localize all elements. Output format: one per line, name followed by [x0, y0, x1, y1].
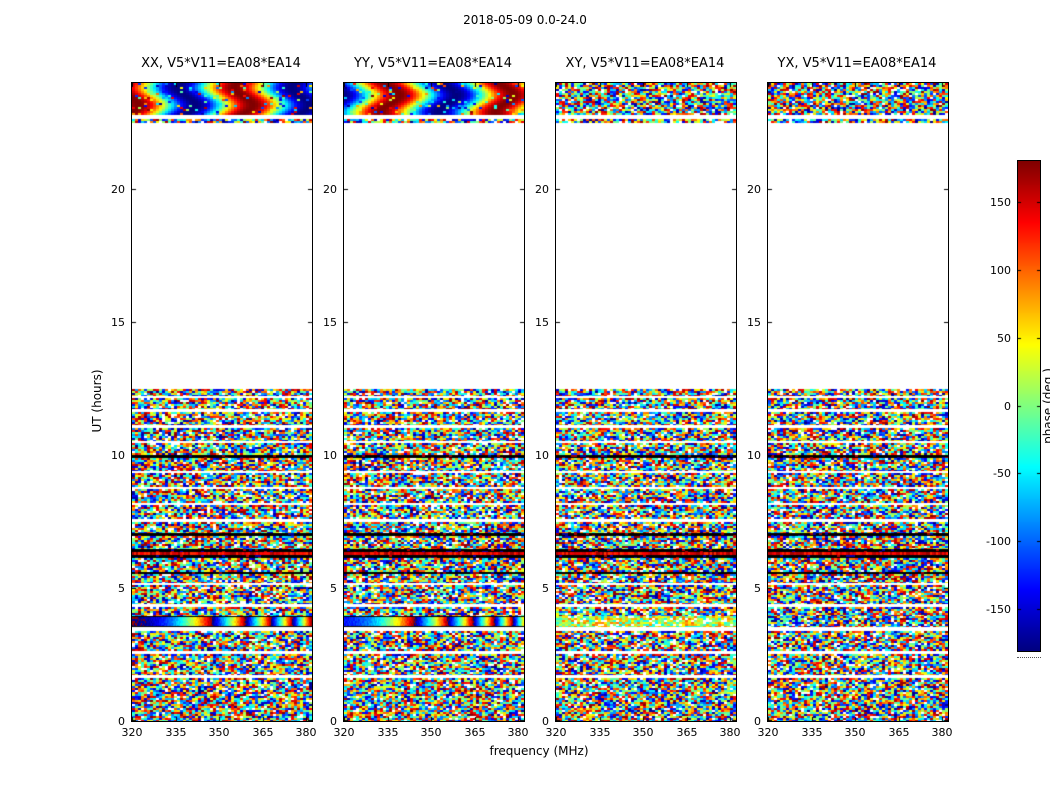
heatmap-canvas-xy: [555, 82, 737, 722]
y-tick-label: 20: [111, 183, 125, 196]
y-tick-label: 5: [118, 582, 125, 595]
x-tick-label: 320: [121, 726, 143, 739]
colorbar-tick-label: -100: [986, 535, 1011, 548]
y-tick-label: 5: [754, 582, 761, 595]
y-tick-label: 0: [542, 715, 549, 728]
y-tick-label: 20: [535, 183, 549, 196]
x-tick-label: 335: [801, 726, 823, 739]
x-tick-label: 365: [252, 726, 274, 739]
x-tick-label: 365: [676, 726, 698, 739]
colorbar-tick-label: 100: [990, 264, 1011, 277]
x-tick-label: 380: [295, 726, 317, 739]
x-tick-label: 380: [719, 726, 741, 739]
y-tick-label: 0: [118, 715, 125, 728]
panel-xx: XX, V5*V11=EA08*EA14 0 5 10 15 20 320 335 350 36…: [111, 56, 317, 739]
y-tick-label: 10: [111, 449, 125, 462]
x-tick-label: 365: [888, 726, 910, 739]
figure-title: 2018-05-09 0.0-24.0: [463, 13, 587, 27]
heatmap-canvas-yx: [767, 82, 949, 722]
x-axis-label: frequency (MHz): [489, 744, 589, 758]
heatmap-canvas-xx: [131, 82, 313, 722]
y-tick-label: 15: [535, 316, 549, 329]
y-tick-label: 15: [111, 316, 125, 329]
colorbar-bottom-dots: [1017, 657, 1041, 658]
panel-xy: XY, V5*V11=EA08*EA14 0 5 10 15 20 320 335 350 36…: [535, 56, 741, 739]
y-tick-label: 5: [542, 582, 549, 595]
x-tick-label: 320: [757, 726, 779, 739]
panel-yy: YY, V5*V11=EA08*EA14 0 5 10 15 20 320 335 350 36…: [323, 56, 529, 739]
x-tick-label: 350: [632, 726, 654, 739]
x-tick-label: 320: [545, 726, 567, 739]
x-tick-label: 350: [208, 726, 230, 739]
y-tick-label: 10: [747, 449, 761, 462]
x-tick-label: 350: [420, 726, 442, 739]
colorbar-tick-label: 150: [990, 196, 1011, 209]
colorbar-tick-label: -150: [986, 603, 1011, 616]
panel-title-yy: YY, V5*V11=EA08*EA14: [354, 56, 512, 71]
x-tick-label: 365: [464, 726, 486, 739]
panel-title-xy: XY, V5*V11=EA08*EA14: [565, 56, 725, 71]
y-tick-label: 5: [330, 582, 337, 595]
panel-title-xx: XX, V5*V11=EA08*EA14: [141, 56, 301, 71]
panel-title-yx: YX, V5*V11=EA08*EA14: [777, 56, 937, 71]
y-tick-label: 0: [330, 715, 337, 728]
y-tick-label: 20: [323, 183, 337, 196]
x-tick-label: 335: [377, 726, 399, 739]
colorbar-label: phase (deg.): [1041, 368, 1050, 444]
colorbar-gradient: [1017, 160, 1041, 652]
y-tick-label: 10: [323, 449, 337, 462]
colorbar-tick-label: 0: [1004, 400, 1011, 413]
y-tick-label: 15: [323, 316, 337, 329]
panel-yx: YX, V5*V11=EA08*EA14 0 5 10 15 20 320 335 350 36…: [747, 56, 953, 739]
y-tick-label: 0: [754, 715, 761, 728]
colorbar: phase (deg.) 150 100 50 0 -50 -100 -150: [986, 160, 1050, 658]
x-tick-label: 380: [507, 726, 529, 739]
y-tick-label: 20: [747, 183, 761, 196]
y-tick-label: 15: [747, 316, 761, 329]
x-tick-label: 380: [931, 726, 953, 739]
x-tick-label: 320: [333, 726, 355, 739]
heatmap-canvas-yy: [343, 82, 525, 722]
x-tick-label: 335: [589, 726, 611, 739]
y-axis-label: UT (hours): [90, 369, 104, 433]
colorbar-tick-label: 50: [997, 332, 1011, 345]
x-tick-label: 350: [844, 726, 866, 739]
y-tick-label: 10: [535, 449, 549, 462]
colorbar-tick-label: -50: [993, 467, 1011, 480]
x-tick-label: 335: [165, 726, 187, 739]
